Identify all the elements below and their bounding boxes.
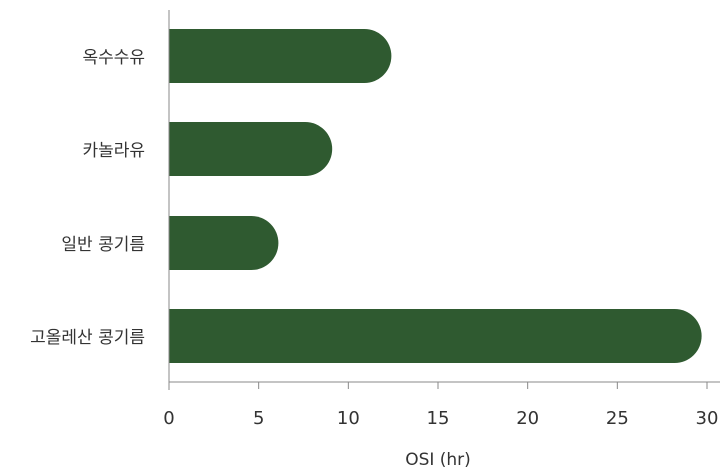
x-axis-title: OSI (hr) [405, 450, 471, 470]
bar-3 [169, 216, 279, 270]
bar-4 [169, 309, 702, 363]
x-tick-label: 15 [427, 408, 450, 429]
axis-layer [168, 10, 720, 390]
bar-1 [169, 29, 392, 83]
x-tick-label: 25 [606, 408, 629, 429]
x-tick-label: 30 [696, 408, 719, 429]
category-label: 고올레산 콩기름 [30, 328, 145, 348]
x-tick-label: 5 [253, 408, 264, 429]
category-label: 카놀라유 [82, 141, 145, 161]
bars-layer [169, 29, 702, 363]
x-tick-label: 10 [337, 408, 360, 429]
x-tick-label: 20 [516, 408, 539, 429]
category-label: 일반 콩기름 [61, 235, 145, 255]
bar-2 [169, 122, 333, 176]
x-tick-label: 0 [163, 408, 174, 429]
category-label: 옥수수유 [82, 48, 145, 68]
x-tick-labels: 0 5 10 15 20 25 30 [163, 382, 718, 429]
